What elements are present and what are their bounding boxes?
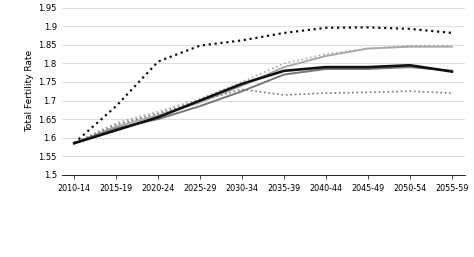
Y-axis label: Total Fertility Rate: Total Fertility Rate — [25, 50, 34, 132]
